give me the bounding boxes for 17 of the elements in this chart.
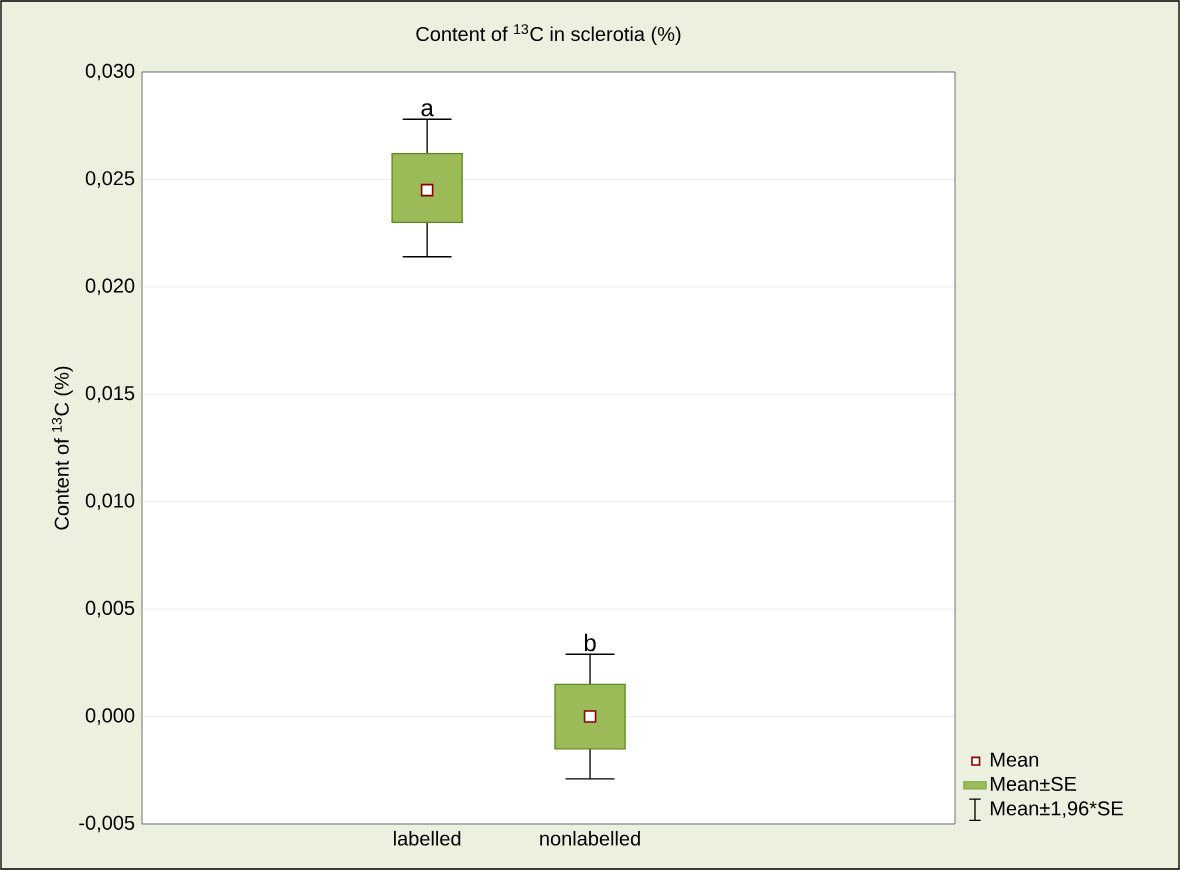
annotation: a (421, 103, 434, 117)
y-tick-label: -0,005 (79, 815, 135, 833)
y-tick-label: 0,015 (85, 386, 135, 403)
text: Mean±1,96*SE (990, 801, 1123, 818)
chart-title: Content of $^{13}$C in sclerotia (%) (416, 24, 681, 46)
legend-label: Mean±SE (990, 776, 1077, 792)
y-tick-label: 0,020 (85, 278, 135, 296)
x-tick-label: nonlabelled (540, 830, 640, 846)
annotation: b (584, 633, 596, 652)
y-tick-label: 0,030 (85, 63, 135, 81)
y-tick-label: 0,005 (85, 600, 135, 618)
x-tick-label: labelled (393, 830, 461, 846)
y-axis-title: Content of $^{13}$C (%) (51, 366, 73, 530)
y-tick-label: 0,000 (85, 708, 135, 725)
text: Mean (990, 752, 1039, 767)
y-tick-label: 0,025 (85, 171, 135, 188)
y-tick-label: 0,010 (85, 493, 135, 510)
